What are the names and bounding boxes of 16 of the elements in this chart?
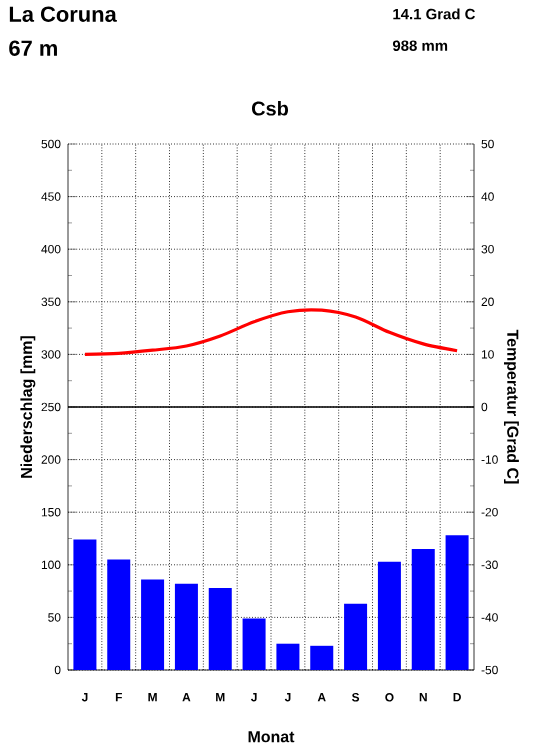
bar: [174, 583, 198, 670]
bar: [445, 535, 469, 670]
bar: [344, 603, 368, 670]
bar: [141, 579, 165, 670]
text: Csb: [251, 100, 289, 116]
bar: [107, 559, 131, 670]
line-series: [83, 308, 459, 356]
bar: [310, 645, 334, 670]
bar: [411, 549, 435, 670]
chart-title: La Coruna: [9, 6, 117, 22]
bar: [377, 561, 401, 670]
bar: [208, 587, 232, 670]
bar: [276, 643, 300, 670]
chart-subtitle: 67 m: [9, 40, 57, 56]
bar: [73, 539, 97, 670]
bar: [242, 618, 266, 670]
